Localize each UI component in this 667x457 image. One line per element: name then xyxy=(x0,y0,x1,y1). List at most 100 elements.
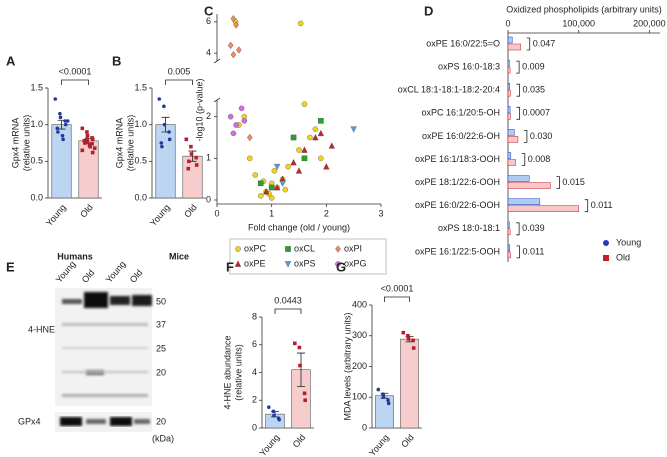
point xyxy=(167,130,171,134)
category-label: oxPC 16:1/20:5-OH xyxy=(421,108,500,118)
significance-bracket xyxy=(516,60,520,74)
x-tick-label: Young xyxy=(367,432,391,457)
point xyxy=(268,195,275,201)
chart-title: Oxidized phospholipids (arbitrary units) xyxy=(506,4,662,14)
point xyxy=(317,129,324,137)
y-tick-label: 6 xyxy=(206,16,211,26)
point xyxy=(285,163,291,170)
bar xyxy=(507,113,511,120)
point xyxy=(293,341,297,346)
y-tick-label: 100 xyxy=(352,392,367,402)
point xyxy=(328,142,335,149)
point xyxy=(312,134,319,141)
x-tick-label: 0 xyxy=(214,208,219,218)
y-axis-label: (relative units) xyxy=(233,344,243,401)
lane-label: Young xyxy=(104,259,128,285)
point xyxy=(297,20,304,27)
y-axis-label: 4-HNE abundance xyxy=(222,335,232,409)
legend-marker xyxy=(603,255,609,261)
x-tick-label: Old xyxy=(291,432,308,449)
marker-label: 25 xyxy=(156,343,166,353)
bar xyxy=(507,89,511,97)
x-tick-label: 0 xyxy=(505,18,510,28)
significance-bracket xyxy=(584,199,589,213)
bar xyxy=(507,175,530,182)
y-tick-label: 200 xyxy=(352,361,367,371)
point xyxy=(272,413,276,418)
y-axis-label: (relative units) xyxy=(125,115,135,172)
point xyxy=(60,133,65,138)
category-label: oxPS 18:0-18:1 xyxy=(438,223,500,233)
bar xyxy=(507,244,511,252)
point xyxy=(296,147,302,153)
significance-bracket xyxy=(556,176,560,189)
point xyxy=(189,144,193,149)
legend-label: oxPI xyxy=(344,243,362,253)
significance-bracket xyxy=(384,296,410,302)
point xyxy=(186,166,191,171)
point xyxy=(88,144,92,149)
legend-marker xyxy=(335,245,341,253)
p-value: 0.0007 xyxy=(522,108,550,118)
bar xyxy=(507,82,511,90)
category-label: oxPE 16:0/22:5=O xyxy=(426,38,500,48)
point xyxy=(63,122,68,127)
bar xyxy=(507,152,512,159)
legend-label: Old xyxy=(616,252,630,262)
point xyxy=(83,141,87,145)
y-axis-label: -log10 (p-value) xyxy=(194,78,204,141)
x-tick-label: 3 xyxy=(378,208,383,218)
point xyxy=(233,21,239,29)
point xyxy=(85,130,89,134)
point xyxy=(90,141,94,146)
category-label: oxPE 16:1/18:3-OOH xyxy=(415,154,500,164)
x-tick-label: Young xyxy=(257,432,281,457)
y-tick-label: 2 xyxy=(252,395,257,405)
y-tick-label: 0 xyxy=(362,422,367,432)
significance-bracket xyxy=(274,308,302,314)
p-value: 0.011 xyxy=(522,246,544,256)
blot-bands xyxy=(62,292,152,397)
x-tick-label: 1 xyxy=(269,208,274,218)
p-value: 0.008 xyxy=(528,154,551,164)
bar xyxy=(155,124,176,199)
point xyxy=(290,134,297,141)
panel-letter: E xyxy=(6,259,15,274)
panel-letter: B xyxy=(112,53,121,68)
y-tick-label: 0 xyxy=(252,422,257,432)
p-value: 0.011 xyxy=(591,200,613,210)
p-value: 0.035 xyxy=(522,85,545,95)
bar xyxy=(507,136,519,143)
marker-label: 20 xyxy=(156,367,166,377)
point xyxy=(160,144,164,149)
point xyxy=(323,163,330,170)
y-tick-label: 0.0 xyxy=(30,192,43,202)
point xyxy=(295,167,303,174)
point xyxy=(406,337,411,341)
point xyxy=(279,180,286,187)
point xyxy=(301,146,308,153)
y-tick-label: 1.5 xyxy=(30,82,43,92)
legend-label: oxPG xyxy=(344,258,367,268)
y-tick-label: 4 xyxy=(206,48,211,58)
p-value: 0.030 xyxy=(530,131,553,141)
x-tick-label: Old xyxy=(399,432,416,449)
point xyxy=(230,130,237,137)
point xyxy=(90,137,95,142)
point xyxy=(298,363,302,368)
significance-bracket xyxy=(521,153,526,166)
legend-label: oxPC xyxy=(244,243,267,253)
y-tick-label: 1.0 xyxy=(30,119,43,129)
point xyxy=(257,193,264,199)
legend-marker xyxy=(234,260,242,267)
bar xyxy=(182,155,203,199)
blot-label: 4-HNE xyxy=(28,324,55,334)
point xyxy=(274,184,281,191)
p-value: <0.0001 xyxy=(59,66,92,76)
point xyxy=(238,105,245,112)
point xyxy=(401,330,406,335)
y-tick-label: 300 xyxy=(352,330,367,340)
point xyxy=(85,133,90,138)
point xyxy=(194,163,199,167)
point xyxy=(85,137,89,142)
